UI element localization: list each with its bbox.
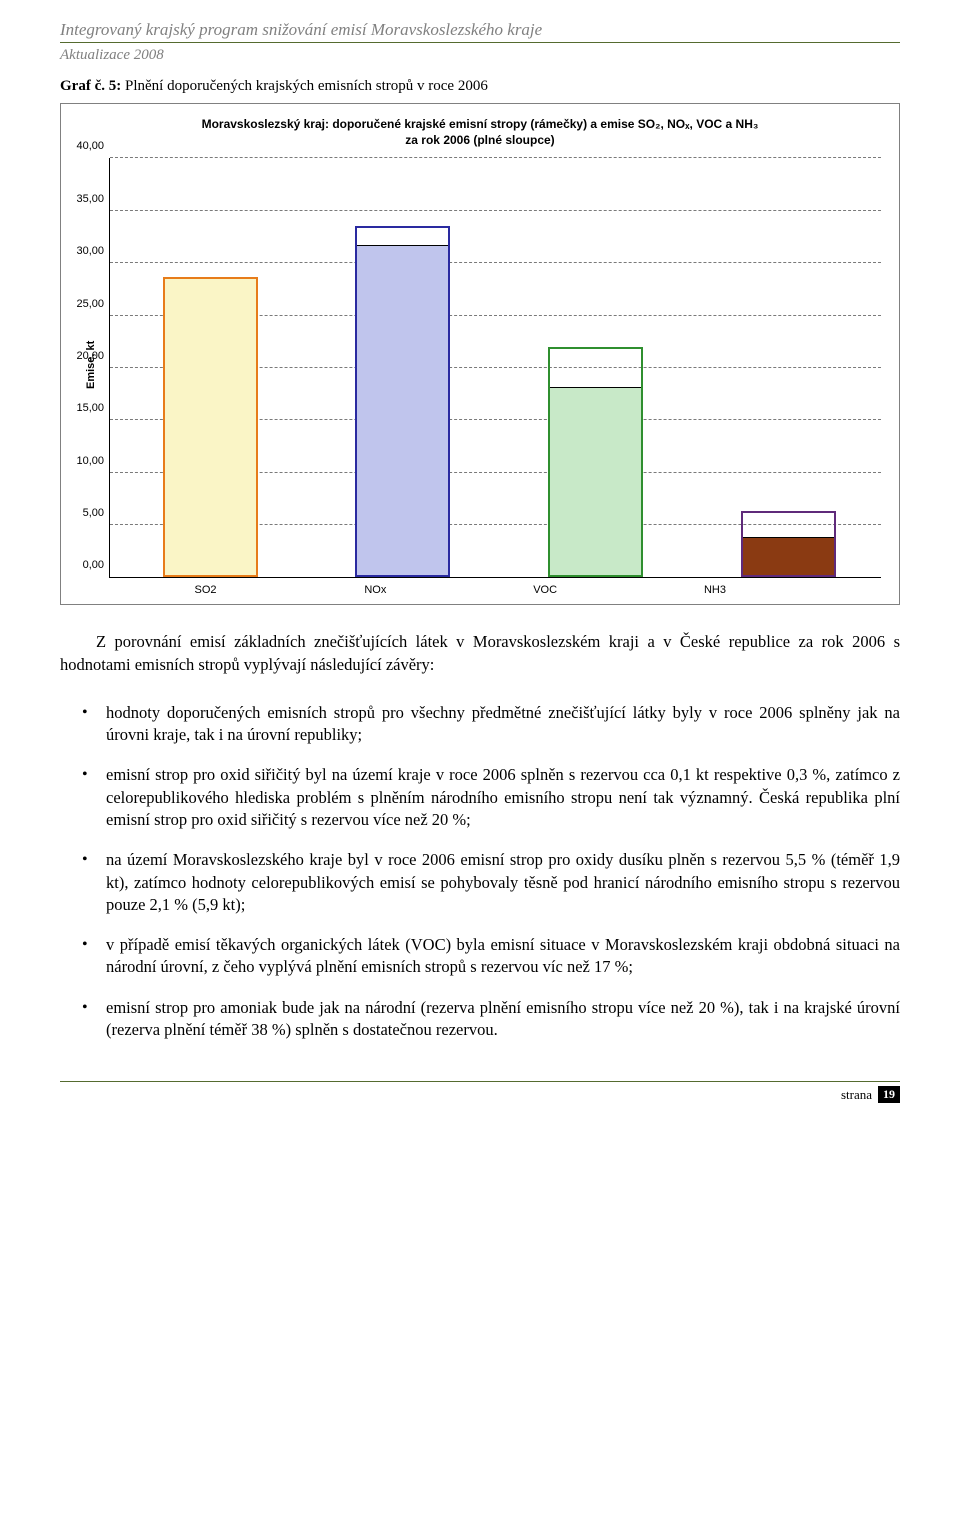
- bar-group: [704, 158, 874, 577]
- chart-caption-label: Graf č. 5:: [60, 78, 121, 94]
- chart-title-line2: za rok 2006 (plné sloupce): [405, 133, 554, 147]
- x-tick-label: VOC: [460, 584, 630, 596]
- bar-group: [318, 158, 488, 577]
- doc-header-title: Integrovaný krajský program snižování em…: [60, 20, 900, 43]
- x-axis: SO2NOxVOCNH3: [109, 584, 881, 596]
- list-item: emisní strop pro oxid siřičitý byl na úz…: [106, 764, 900, 831]
- y-axis-label-wrap: Emise, kt: [79, 158, 103, 596]
- y-tick-label: 30,00: [62, 245, 104, 257]
- bar-frame: [163, 277, 258, 578]
- y-axis-label: Emise, kt: [85, 365, 97, 389]
- footer-label: strana: [841, 1087, 872, 1103]
- bullet-list: hodnoty doporučených emisních stropů pro…: [60, 702, 900, 1041]
- y-tick-label: 35,00: [62, 193, 104, 205]
- y-tick-label: 25,00: [62, 298, 104, 310]
- y-tick-label: 0,00: [62, 559, 104, 571]
- footer-page-number: 19: [878, 1086, 900, 1103]
- bar-frame: [548, 347, 643, 577]
- bar-group: [125, 158, 295, 577]
- chart-caption: Graf č. 5: Plnění doporučených krajských…: [60, 78, 900, 95]
- y-tick-label: 20,00: [62, 350, 104, 362]
- x-tick-label: NH3: [630, 584, 800, 596]
- list-item: na území Moravskoslezského kraje byl v r…: [106, 849, 900, 916]
- plot-area: 0,005,0010,0015,0020,0025,0030,0035,0040…: [109, 158, 881, 578]
- bar-frame: [355, 226, 450, 577]
- chart-title: Moravskoslezský kraj: doporučené krajské…: [79, 116, 881, 148]
- y-tick-label: 10,00: [62, 455, 104, 467]
- chart-caption-text: Plnění doporučených krajských emisních s…: [125, 78, 488, 94]
- list-item: emisní strop pro amoniak bude jak na nár…: [106, 997, 900, 1042]
- chart-title-line1: Moravskoslezský kraj: doporučené krajské…: [202, 117, 759, 131]
- intro-paragraph: Z porovnání emisí základních znečišťujíc…: [60, 631, 900, 676]
- doc-header-subtitle: Aktualizace 2008: [60, 47, 900, 64]
- x-tick-label: NOx: [290, 584, 460, 596]
- list-item: hodnoty doporučených emisních stropů pro…: [106, 702, 900, 747]
- bar-frame: [741, 511, 836, 577]
- page-footer: strana 19: [60, 1081, 900, 1103]
- y-tick-label: 15,00: [62, 402, 104, 414]
- bar-group: [511, 158, 681, 577]
- y-tick-label: 40,00: [62, 140, 104, 152]
- list-item: v případě emisí těkavých organických lát…: [106, 934, 900, 979]
- x-tick-label: SO2: [121, 584, 291, 596]
- y-tick-label: 5,00: [62, 507, 104, 519]
- chart-container: Moravskoslezský kraj: doporučené krajské…: [60, 103, 900, 605]
